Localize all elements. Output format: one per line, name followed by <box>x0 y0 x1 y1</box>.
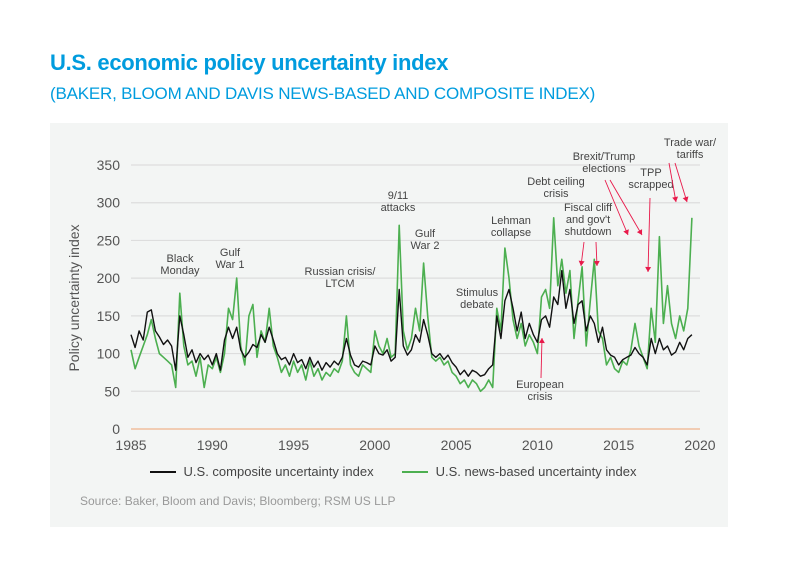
annotation-fiscal-cliff-and-gov-t-shutdown: Fiscal cliff and gov't shutdown <box>564 202 613 267</box>
y-tick-label: 300 <box>97 195 121 211</box>
chart-title: U.S. economic policy uncertainty index <box>50 50 449 75</box>
series-line-composite <box>130 269 693 377</box>
source-note: Source: Baker, Bloom and Davis; Bloomber… <box>80 494 396 508</box>
annotation-arrowhead <box>538 338 545 344</box>
annotation-gulf-war-2: Gulf War 2 <box>411 228 440 252</box>
x-tick-label: 2015 <box>603 437 634 453</box>
annotation-arrowhead <box>623 229 629 236</box>
annotation-arrow <box>609 179 643 236</box>
y-tick-label: 50 <box>104 383 120 399</box>
annotation-arrow <box>674 162 688 203</box>
annotation-arrow <box>540 337 543 379</box>
grid-lines <box>131 164 700 430</box>
annotation-label: 9/11 attacks <box>381 190 416 214</box>
y-axis-ticks: 0 50 100 150 200 250 300 350 <box>97 157 121 437</box>
y-tick-label: 200 <box>97 270 121 286</box>
annotation-arrowhead <box>593 260 600 266</box>
annotation-lehman-collapse: Lehman collapse <box>491 215 531 239</box>
y-tick-label: 350 <box>97 157 121 173</box>
annotation-label: Debt ceiling crisis <box>527 176 584 200</box>
annotation-label: Gulf War 2 <box>411 228 440 252</box>
annotation-russian-crisis-ltcm: Russian crisis/LTCM <box>305 266 377 290</box>
legend-item-composite: U.S. composite uncertainty index <box>149 464 374 479</box>
annotations-group: Black Monday Gulf War 1 Russian crisis/LTCM 9… <box>160 137 717 403</box>
annotation-arrow <box>604 179 629 236</box>
legend-swatch-composite <box>149 470 176 473</box>
y-axis-label: Policy uncertainty index <box>66 224 82 371</box>
annotation-label: Gulf War 1 <box>216 247 245 271</box>
annotation-9-11-attacks: 9/11 attacks <box>381 190 416 214</box>
annotation-trade-war-tariffs: Trade war/tariffs <box>664 137 717 203</box>
annotation-label: Stimulus debate <box>456 287 499 311</box>
annotation-stimulus-debate: Stimulus debate <box>456 287 499 311</box>
annotation-arrowhead <box>672 196 679 202</box>
x-tick-label: 2000 <box>359 437 390 453</box>
chart-panel <box>50 123 728 527</box>
annotation-label: TPP scrapped <box>628 167 673 191</box>
annotation-label: Fiscal cliff and gov't shutdown <box>564 202 613 238</box>
annotation-gulf-war-1: Gulf War 1 <box>216 247 245 271</box>
chart-subtitle: (BAKER, BLOOM AND DAVIS NEWS-BASED AND C… <box>50 84 596 103</box>
x-tick-label: 2010 <box>522 437 553 453</box>
legend: U.S. composite uncertainty index U.S. ne… <box>0 464 786 479</box>
series-line-news <box>130 217 693 393</box>
annotation-label: Trade war/tariffs <box>664 137 717 161</box>
x-axis-ticks: 1985 1990 1995 2000 2005 2010 2015 2020 <box>115 437 715 453</box>
x-tick-label: 2005 <box>441 437 472 453</box>
legend-label-news: U.S. news-based uncertainty index <box>435 464 637 479</box>
annotation-arrow <box>668 162 677 203</box>
annotation-label: Brexit/Trump elections <box>573 151 636 175</box>
y-tick-label: 0 <box>112 421 120 437</box>
annotation-label: Lehman collapse <box>491 215 531 239</box>
annotation-debt-ceiling-crisis: Debt ceiling crisis <box>527 176 584 200</box>
annotation-arrowhead <box>645 266 652 272</box>
annotation-label: European crisis <box>516 379 564 403</box>
annotation-label: Russian crisis/LTCM <box>305 266 377 290</box>
annotation-arrowhead <box>578 260 585 266</box>
x-tick-label: 2020 <box>684 437 715 453</box>
annotation-brexit-trump-elections: Brexit/Trump elections <box>573 151 643 236</box>
x-tick-label: 1995 <box>278 437 309 453</box>
y-tick-label: 100 <box>97 346 121 362</box>
y-tick-label: 150 <box>97 308 121 324</box>
annotation-arrowhead <box>636 229 643 235</box>
legend-swatch-news <box>401 470 428 473</box>
series-group <box>130 217 693 393</box>
annotation-black-monday: Black Monday <box>160 253 200 277</box>
annotation-label: Black Monday <box>160 253 200 277</box>
annotation-tpp-scrapped: TPP scrapped <box>628 167 674 273</box>
x-tick-label: 1990 <box>197 437 228 453</box>
annotation-arrow <box>647 197 651 273</box>
legend-item-news: U.S. news-based uncertainty index <box>401 464 637 479</box>
annotation-arrowhead <box>682 196 689 202</box>
x-tick-label: 1985 <box>115 437 146 453</box>
legend-label-composite: U.S. composite uncertainty index <box>183 464 374 479</box>
y-tick-label: 250 <box>97 232 121 248</box>
annotation-european-crisis: European crisis <box>516 337 564 403</box>
